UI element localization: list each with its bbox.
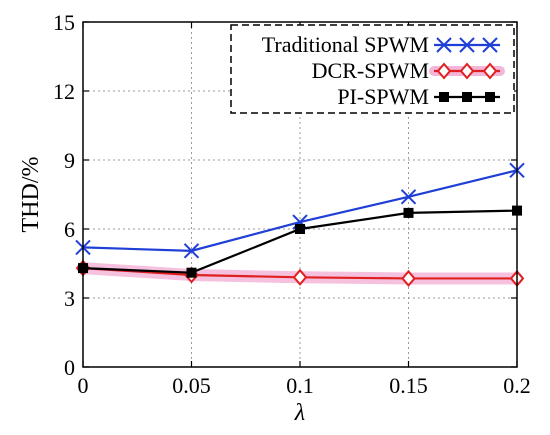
legend-marker	[436, 37, 452, 53]
legend-marker	[459, 37, 475, 53]
y-tick-label: 15	[53, 10, 75, 35]
data-point	[292, 268, 308, 286]
x-tick-label: 0.1	[286, 373, 314, 398]
marker-stroke	[482, 37, 498, 53]
legend-label-1: DCR-SPWM	[312, 58, 429, 83]
axis-ticks: 0 0.05 0.1 0.15 0.2 0 3 6 9 12 15	[53, 10, 531, 398]
y-tick-label: 3	[64, 286, 75, 311]
data-point	[400, 189, 417, 205]
marker-stroke	[436, 37, 452, 53]
legend-label-0: Traditional SPWM	[262, 32, 429, 57]
legend-marker	[459, 62, 475, 80]
y-tick-label: 0	[64, 355, 75, 380]
series-layer	[75, 162, 525, 287]
legend-marker	[482, 37, 498, 53]
data-point	[403, 207, 414, 218]
x-axis-title: λ	[294, 400, 305, 426]
y-tick-label: 12	[53, 79, 75, 104]
marker-stroke	[459, 37, 475, 53]
x-tick-label: 0	[78, 373, 89, 398]
legend-marker	[436, 62, 452, 80]
legend-marker	[439, 92, 449, 102]
y-tick-label: 9	[64, 148, 75, 173]
legend-marker	[462, 92, 472, 102]
y-axis-title: THD/%	[18, 157, 44, 233]
x-tick-label: 0.05	[172, 373, 211, 398]
data-point	[295, 224, 305, 234]
data-point	[183, 243, 200, 259]
data-point	[401, 269, 416, 287]
x-tick-label: 0.2	[503, 373, 531, 398]
legend-label-2: PI-SPWM	[337, 84, 429, 109]
marker-stroke	[400, 189, 417, 205]
legend-marker	[485, 92, 495, 102]
data-point	[186, 267, 197, 278]
legend-marker	[482, 62, 498, 80]
marker-stroke	[183, 243, 200, 259]
y-tick-label: 6	[64, 217, 75, 242]
x-tick-label: 0.15	[389, 373, 428, 398]
